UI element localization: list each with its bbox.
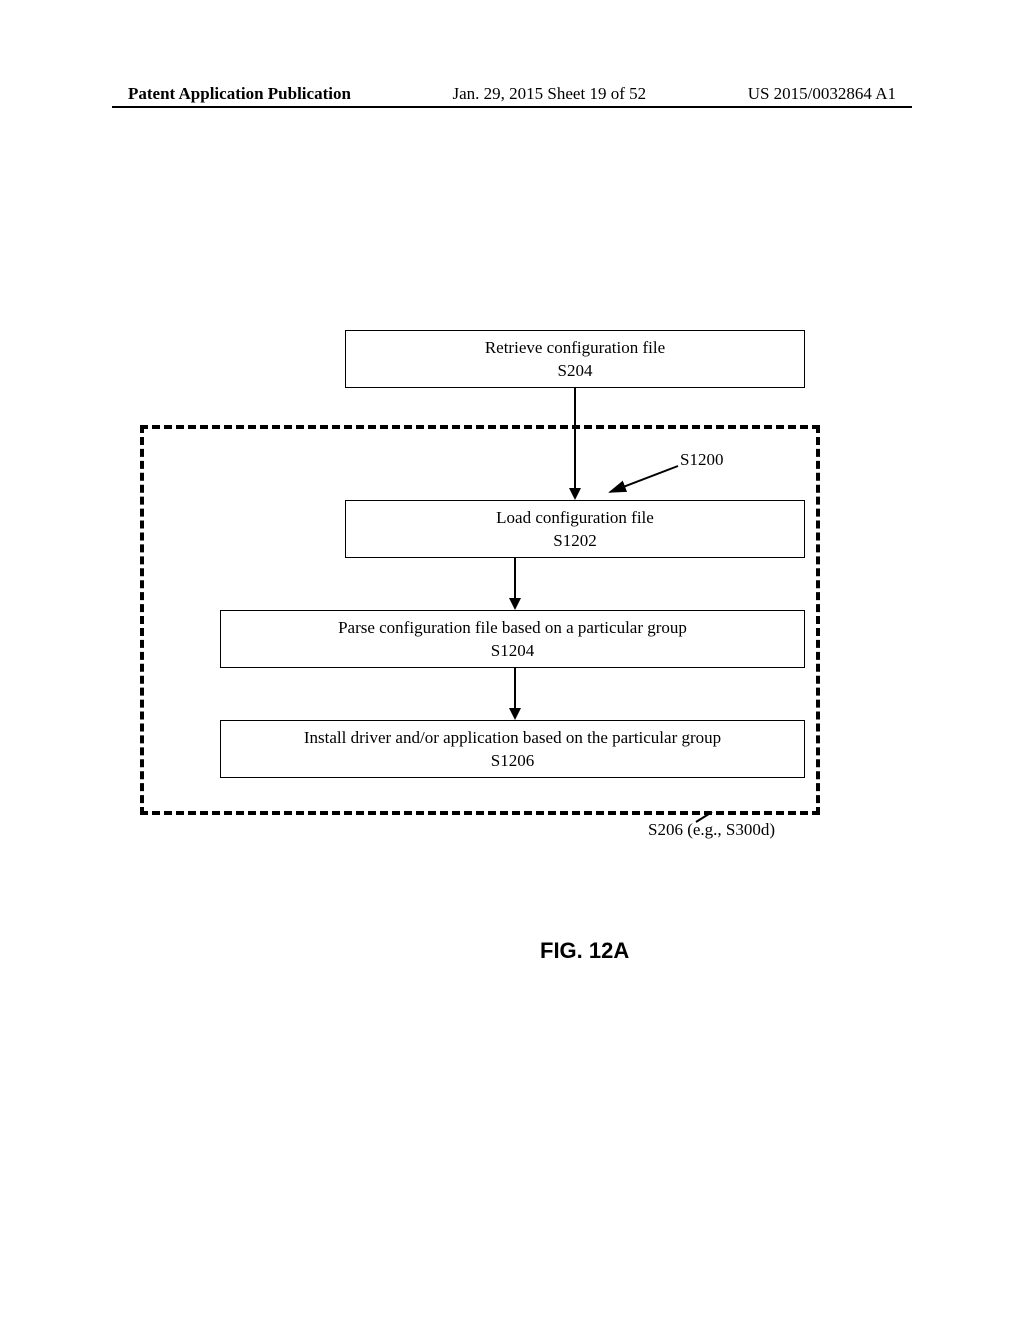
arrow-s1204-to-s1206-head [509,708,521,720]
step-s204-ref: S204 [356,360,794,383]
arrow-s1204-to-s1206 [514,668,516,708]
header-rule [112,106,912,108]
step-s1202: Load configuration file S1202 [345,500,805,558]
header-right: US 2015/0032864 A1 [748,84,896,104]
header-center: Jan. 29, 2015 Sheet 19 of 52 [453,84,647,104]
step-s1204-title: Parse configuration file based on a part… [231,617,794,640]
annotation-s1200: S1200 [680,450,723,470]
header-left: Patent Application Publication [128,84,351,104]
step-s1202-title: Load configuration file [356,507,794,530]
leader-s206 [140,330,141,331]
page-header: Patent Application Publication Jan. 29, … [0,84,1024,104]
arrow-s204-to-s1202 [574,388,576,488]
annotation-s206: S206 (e.g., S300d) [648,820,775,840]
arrow-s1202-to-s1204 [514,558,516,598]
figure-label: FIG. 12A [540,938,629,964]
step-s1206-title: Install driver and/or application based … [231,727,794,750]
step-s1202-ref: S1202 [356,530,794,553]
step-s1206-ref: S1206 [231,750,794,773]
arrow-s1202-to-s1204-head [509,598,521,610]
step-s1204-ref: S1204 [231,640,794,663]
step-s1204: Parse configuration file based on a part… [220,610,805,668]
arrow-s204-to-s1202-head [569,488,581,500]
step-s204-title: Retrieve configuration file [356,337,794,360]
step-s1206: Install driver and/or application based … [220,720,805,778]
step-s204: Retrieve configuration file S204 [345,330,805,388]
